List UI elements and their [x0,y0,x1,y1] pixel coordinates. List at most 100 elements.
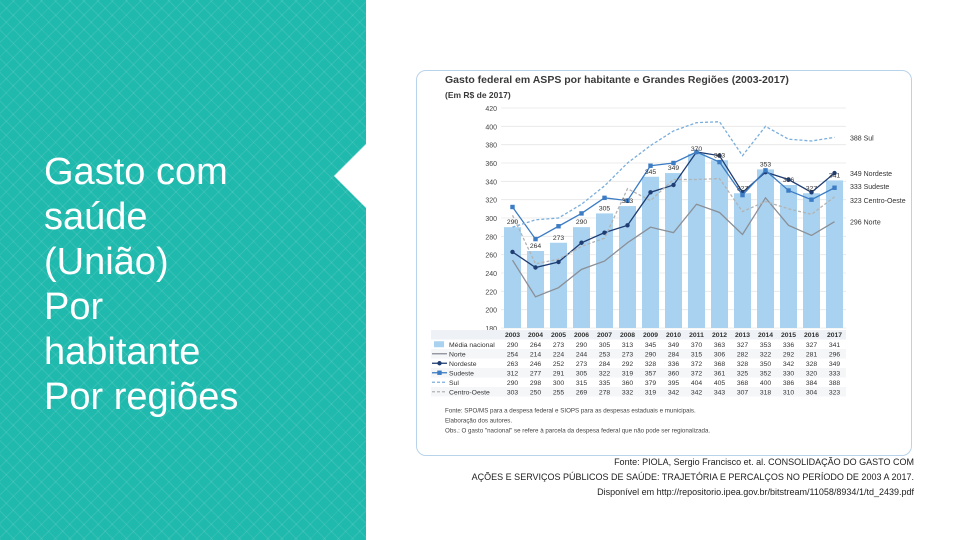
x-tick-label: 2005 [551,332,566,339]
table-cell: 264 [530,342,542,349]
table-cell: 343 [714,389,726,396]
legend-swatch [434,341,444,348]
table-cell: 255 [553,389,565,396]
x-tick-label: 2015 [781,332,796,339]
x-tick-label: 2010 [666,332,681,339]
title-line: Gasto com [44,151,228,193]
panel-notch [334,144,366,208]
table-header-row [431,330,846,340]
x-tick-label: 2008 [620,332,635,339]
end-label: 296 Norte [850,220,881,227]
chart-card: Gasto federal em ASPS por habitante e Gr… [416,70,912,456]
data-label: 370 [691,146,703,153]
bar [780,185,797,328]
table-cell: 368 [714,361,726,368]
bar [665,173,682,328]
legend-label: Nordeste [449,361,477,368]
y-tick-label: 220 [485,289,497,296]
table-cell: 327 [806,342,818,349]
data-label: 264 [530,243,542,250]
table-cell: 379 [645,380,657,387]
y-tick-label: 420 [485,106,497,113]
source-credit: Fonte: PIOLA, Sergio Francisco et. al. C… [394,455,914,500]
point [625,198,630,203]
data-label: 273 [553,235,565,242]
data-label: 341 [829,172,841,179]
data-label: 327 [806,185,818,192]
end-label: 388 Sul [850,135,874,142]
table-cell: 328 [737,361,749,368]
table-cell: 342 [783,361,795,368]
table-cell: 319 [645,389,657,396]
x-tick-label: 2017 [827,332,842,339]
table-cell: 404 [691,380,703,387]
bar [619,206,636,328]
y-tick-label: 180 [485,326,497,333]
point [510,249,515,255]
point [740,192,745,198]
table-cell: 350 [760,361,772,368]
y-tick-label: 380 [485,143,497,150]
bar [573,227,590,328]
bar [688,153,705,328]
point [625,223,630,228]
table-cell: 357 [645,370,657,377]
point [786,188,791,193]
legend-marker [437,361,442,366]
table-cell: 282 [737,351,749,358]
chart-svg: Gasto federal em ASPS por habitante e Gr… [431,74,906,435]
point [533,265,538,270]
table-cell: 328 [645,361,657,368]
footnote: Elaboração dos autores. [445,418,512,425]
table-cell: 327 [737,342,749,349]
table-cell: 325 [737,370,749,377]
data-label: 363 [714,152,726,159]
bar [596,213,613,328]
point [809,190,814,195]
point [579,240,584,245]
table-cell: 400 [760,380,772,387]
table-cell: 273 [622,351,634,358]
table-cell: 246 [530,361,542,368]
point [510,204,515,210]
table-cell: 291 [553,370,565,377]
table-cell: 319 [622,370,634,377]
table-cell: 341 [829,342,841,349]
x-tick-label: 2004 [528,332,543,339]
point [671,182,676,188]
table-cell: 330 [783,370,795,377]
credit-line: Fonte: PIOLA, Sergio Francisco et. al. C… [614,457,914,467]
chart-title: Gasto federal em ASPS por habitante e Gr… [445,74,789,86]
table-cell: 336 [668,361,680,368]
table-cell: 349 [668,342,680,349]
x-tick-label: 2003 [505,332,520,339]
table-cell: 332 [622,389,634,396]
bar [826,180,843,328]
x-tick-label: 2013 [735,332,750,339]
table-cell: 405 [714,380,726,387]
table-cell: 368 [737,380,749,387]
table-cell: 328 [806,361,818,368]
table-cell: 372 [691,370,703,377]
table-cell: 278 [599,389,611,396]
series-line [512,121,835,228]
x-tick-label: 2016 [804,332,819,339]
x-tick-label: 2007 [597,332,612,339]
end-label: 323 Centro-Oeste [850,198,906,205]
table-cell: 372 [691,361,703,368]
table-cell: 244 [576,351,588,358]
x-tick-label: 2012 [712,332,727,339]
slide-title: Gasto com saúde (União) Por habitante Po… [44,150,344,420]
table-cell: 384 [806,380,818,387]
table-cell: 360 [668,370,680,377]
table-cell: 315 [576,380,588,387]
y-tick-label: 400 [485,124,497,131]
legend-marker [437,370,442,375]
data-label: 353 [760,161,772,168]
table-cell: 342 [691,389,703,396]
table-cell: 284 [599,361,611,368]
table-cell: 333 [829,370,841,377]
data-label: 290 [576,219,588,226]
point [602,230,607,235]
title-line: habitante [44,331,201,373]
